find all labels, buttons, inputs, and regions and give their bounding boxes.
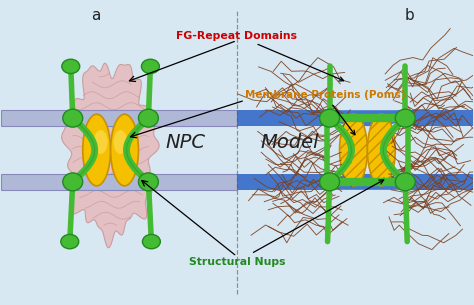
Text: a: a: [91, 8, 100, 23]
Ellipse shape: [395, 173, 415, 191]
Text: Structural Nups: Structural Nups: [189, 180, 383, 267]
Ellipse shape: [114, 130, 128, 154]
FancyBboxPatch shape: [403, 174, 473, 190]
Polygon shape: [62, 63, 159, 248]
FancyBboxPatch shape: [237, 110, 332, 126]
Ellipse shape: [61, 235, 79, 249]
Ellipse shape: [82, 114, 110, 186]
Text: NPC: NPC: [165, 133, 205, 152]
Text: Membrane Proteins (Poms): Membrane Proteins (Poms): [245, 90, 405, 135]
Ellipse shape: [62, 59, 80, 74]
FancyBboxPatch shape: [1, 174, 237, 190]
Ellipse shape: [367, 114, 395, 186]
FancyBboxPatch shape: [403, 110, 473, 126]
Ellipse shape: [319, 173, 339, 191]
Text: FG-Repeat Domains: FG-Repeat Domains: [176, 30, 344, 81]
Text: Model: Model: [261, 133, 319, 152]
Ellipse shape: [138, 109, 158, 127]
Ellipse shape: [138, 173, 158, 191]
Text: b: b: [404, 8, 414, 23]
Ellipse shape: [63, 173, 82, 191]
FancyBboxPatch shape: [1, 110, 237, 126]
FancyBboxPatch shape: [237, 174, 332, 190]
Ellipse shape: [110, 114, 138, 186]
Ellipse shape: [63, 109, 82, 127]
Ellipse shape: [395, 109, 415, 127]
Ellipse shape: [339, 114, 367, 186]
Ellipse shape: [319, 109, 339, 127]
Ellipse shape: [141, 59, 159, 74]
Ellipse shape: [94, 130, 108, 154]
Ellipse shape: [142, 235, 160, 249]
